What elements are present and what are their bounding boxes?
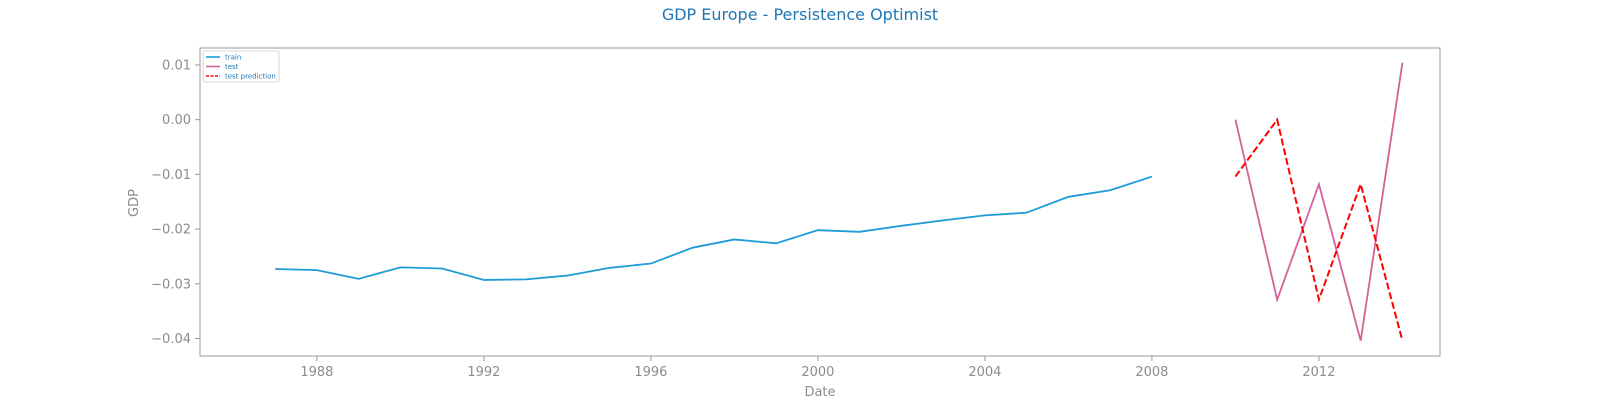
series-line-test (1234, 62, 1404, 341)
y-tick-label: −0.02 (151, 223, 191, 238)
legend-label: test prediction (225, 73, 276, 81)
series-line-test-prediction (1234, 117, 1404, 341)
series-line-train (275, 175, 1153, 281)
y-tick-label: −0.04 (151, 332, 191, 347)
plot-area (199, 47, 1441, 357)
x-tick-label: 1992 (467, 365, 500, 380)
x-tick-label: 2008 (1135, 365, 1168, 380)
legend-frame (202, 50, 280, 83)
y-axis: 0.01 0.00 −0.01 −0.02 −0.03 −0.04 (151, 58, 200, 347)
x-tick-label: 2000 (801, 365, 834, 380)
legend-label: test (225, 63, 239, 71)
x-tick-label: 2004 (968, 365, 1001, 380)
y-tick-label: 0.01 (162, 58, 191, 73)
x-axis-label: Date (804, 385, 835, 400)
x-tick-label: 2012 (1302, 365, 1335, 380)
y-tick-label: 0.00 (162, 113, 191, 128)
series-lines (275, 62, 1404, 341)
y-axis-label: GDP (127, 189, 142, 217)
y-tick-label: −0.03 (151, 277, 191, 292)
chart-title: GDP Europe - Persistence Optimist (662, 5, 938, 24)
x-tick-label: 1996 (634, 365, 667, 380)
y-tick-label: −0.01 (151, 168, 191, 183)
x-axis: 1988 1992 1996 2000 2004 2008 2012 (300, 356, 1335, 380)
legend-label: train (225, 54, 241, 62)
x-tick-label: 1988 (300, 365, 333, 380)
